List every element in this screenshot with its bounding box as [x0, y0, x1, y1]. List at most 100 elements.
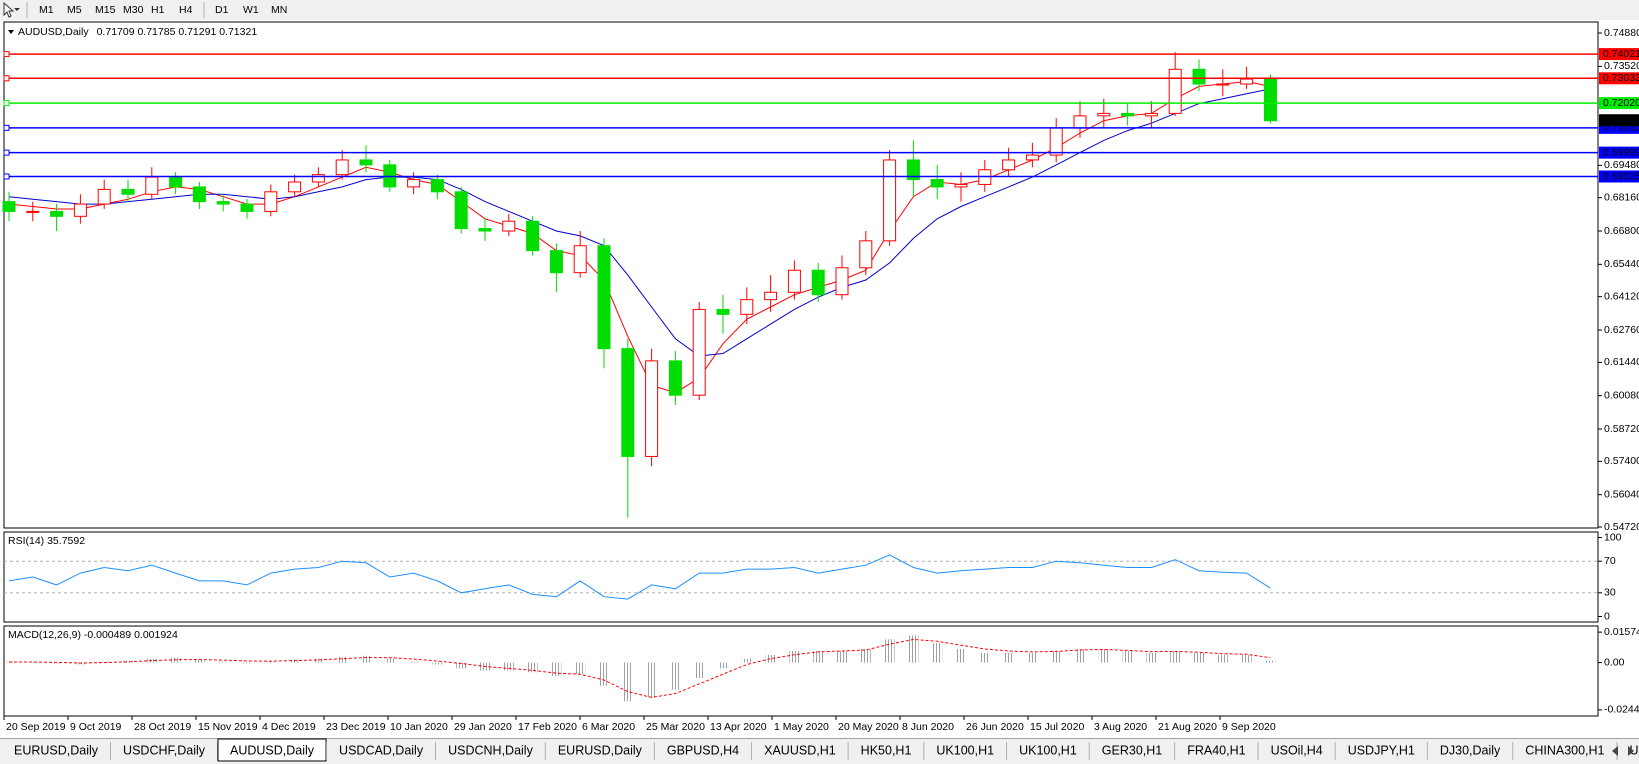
y-tick-label: 0.60080 [1604, 389, 1639, 401]
tab-scroll-left[interactable] [1612, 746, 1618, 756]
timeframe-button[interactable]: D1 [215, 4, 229, 16]
tab[interactable] [1258, 741, 1335, 760]
x-tick-label: 4 Dec 2019 [262, 721, 316, 733]
y-tick-label: 0.74880 [1604, 27, 1639, 39]
macd-bar [908, 635, 919, 663]
tab-label[interactable]: GBPUSD,H4 [667, 743, 739, 757]
x-tick-label: 8 Jun 2020 [902, 721, 954, 733]
candle-body [1168, 68, 1182, 114]
macd-bar [75, 662, 86, 665]
y-tick-label: 0.65440 [1604, 258, 1639, 270]
tab-label[interactable]: USOil,H4 [1271, 743, 1323, 757]
candle-body [73, 203, 87, 217]
tab[interactable] [2, 741, 111, 760]
x-tick-label: 15 Nov 2019 [198, 721, 258, 733]
tab-label[interactable]: XAUUSD,H1 [764, 743, 836, 757]
tab-label[interactable]: USDCNH,Daily [448, 743, 533, 757]
tab-label[interactable]: GER30,H1 [1102, 743, 1162, 757]
toolbar [0, 0, 1639, 20]
tab-label[interactable]: EURUSD,Daily [14, 743, 99, 757]
macd-bar [670, 662, 681, 690]
tab[interactable] [1513, 741, 1617, 760]
timeframe-button[interactable]: H4 [179, 4, 193, 16]
tab[interactable] [327, 741, 436, 760]
macd-bar [956, 649, 966, 663]
timeframe-button[interactable]: M15 [95, 4, 116, 16]
tab-label[interactable]: CHINA300,H1 [1525, 743, 1604, 757]
y-tick-label: 0.62760 [1604, 324, 1639, 336]
timeframe-button[interactable]: W1 [243, 4, 259, 16]
tab[interactable] [848, 741, 924, 760]
tab-label[interactable]: FRA40,H1 [1187, 743, 1245, 757]
tab[interactable] [654, 741, 752, 760]
macd-bar [765, 654, 776, 663]
tab-label[interactable]: USOil,H1 [1630, 743, 1639, 757]
level-handle [3, 149, 10, 156]
candle-body [26, 210, 40, 213]
x-tick-label: 10 Jan 2020 [390, 721, 448, 733]
x-tick-label: 25 Mar 2020 [646, 721, 705, 733]
timeframe-button[interactable]: M1 [39, 4, 54, 16]
tab-label[interactable]: USDJPY,H1 [1348, 743, 1415, 757]
tab-label[interactable]: UK100,H1 [936, 743, 994, 757]
tab[interactable] [545, 741, 654, 760]
timeframe-button[interactable]: MN [271, 4, 287, 16]
tab[interactable] [1427, 741, 1513, 760]
tab[interactable] [1175, 741, 1258, 760]
tab-label[interactable]: UK100,H1 [1019, 743, 1077, 757]
y-tick-label: 0.61440 [1604, 356, 1639, 368]
level-handle [3, 173, 10, 180]
timeframe-button[interactable]: M30 [123, 4, 144, 16]
level-label: 0.74021 [1603, 48, 1639, 60]
tab[interactable] [1089, 741, 1175, 760]
candle-body [716, 308, 730, 315]
macd-bar [432, 662, 443, 665]
y-tick-label: 0.73520 [1604, 60, 1639, 72]
tab-label[interactable]: EURUSD,Daily [558, 743, 643, 757]
tab-label[interactable]: USDCHF,Daily [123, 743, 206, 757]
candle-body [1240, 78, 1254, 85]
macd-bar [1241, 654, 1252, 663]
tab[interactable] [111, 741, 217, 760]
x-tick-label: 26 Jun 2020 [966, 721, 1024, 733]
tab-scroll-right[interactable] [1628, 746, 1634, 756]
macd-bar [694, 662, 705, 679]
y-tick-label: 0.69480 [1604, 159, 1639, 171]
level-tag [1599, 48, 1639, 61]
macd-bar [527, 662, 538, 673]
candle-body [121, 188, 135, 195]
tab-label[interactable]: AUDUSD,Daily [230, 743, 315, 757]
tab-label[interactable]: USDCAD,Daily [339, 743, 424, 757]
tab[interactable] [436, 741, 545, 760]
macd-bar [837, 650, 847, 663]
timeframe-button[interactable]: H1 [151, 4, 165, 16]
tab[interactable] [752, 741, 848, 760]
macd-bar [932, 643, 943, 663]
tab-label[interactable]: DJ30,Daily [1440, 743, 1501, 757]
x-tick-label: 28 Oct 2019 [134, 721, 191, 733]
chart-window [0, 20, 1639, 738]
x-tick-label: 1 May 2020 [774, 721, 829, 733]
macd-bar [265, 661, 276, 663]
y-tick-label: 30 [1604, 587, 1616, 599]
x-tick-label: 29 Jan 2020 [454, 721, 512, 733]
tab-label[interactable]: HK50,H1 [861, 743, 912, 757]
level-handle [3, 51, 10, 58]
tab[interactable] [1335, 741, 1427, 760]
candle-body [478, 228, 492, 232]
tab[interactable] [924, 741, 1007, 760]
timeframe-button[interactable]: M5 [67, 4, 82, 16]
level-tag [1599, 97, 1639, 110]
macd-bar [384, 658, 395, 663]
tab[interactable] [1007, 741, 1089, 760]
candle-body [859, 240, 873, 269]
candle-body [764, 291, 778, 301]
candle-body [549, 250, 563, 274]
y-tick-label: 0.00 [1604, 656, 1625, 668]
macd-bar [789, 650, 800, 663]
candle-body [811, 269, 825, 296]
candle-body [97, 188, 111, 205]
y-tick-label: 100 [1604, 531, 1622, 543]
macd-bar [1051, 650, 1062, 663]
